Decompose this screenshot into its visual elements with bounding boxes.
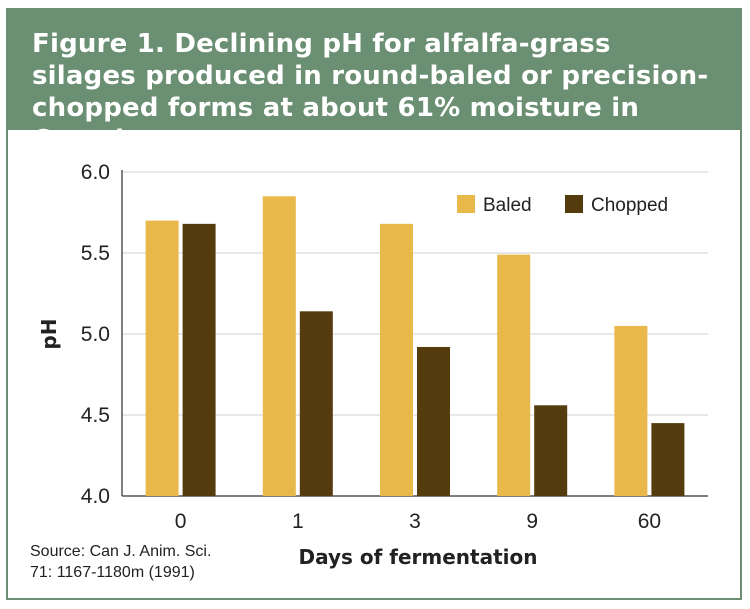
x-tick-label: 60 (638, 510, 661, 533)
y-tick-label: 5.0 (81, 323, 110, 346)
y-tick-label: 4.0 (81, 485, 110, 508)
figure-title: Figure 1. Declining pH for alfalfa-grass… (32, 29, 709, 155)
bar-baled-1 (262, 196, 296, 497)
bar-chopped-3 (417, 346, 450, 496)
bar-baled-9 (497, 254, 531, 496)
bar-baled-0 (145, 220, 179, 496)
x-axis-title: Days of fermentation (298, 545, 537, 569)
bar-baled-60 (614, 325, 648, 496)
x-tick-label: 0 (175, 510, 187, 533)
x-tick-label: 9 (526, 510, 538, 533)
bar-chopped-9 (534, 405, 568, 496)
legend-swatch-baled (457, 195, 475, 213)
bar-chopped-1 (299, 311, 333, 496)
legend-label-chopped: Chopped (591, 195, 668, 216)
y-tick-label: 5.5 (81, 242, 110, 265)
figure-frame: Figure 1. Declining pH for alfalfa-grass… (6, 8, 742, 600)
bar-baled-3 (380, 223, 413, 496)
bar-chopped-0 (182, 223, 216, 496)
legend-label-baled: Baled (483, 195, 532, 216)
source-line-2: 71: 1167-1180m (1991) (30, 564, 195, 581)
source-line-1: Source: Can J. Anim. Sci. (30, 543, 212, 560)
figure-header: Figure 1. Declining pH for alfalfa-grass… (8, 10, 740, 155)
x-tick-label: 1 (292, 510, 304, 533)
legend-swatch-chopped (565, 195, 583, 213)
y-tick-label: 6.0 (81, 161, 110, 184)
x-tick-label: 3 (409, 510, 421, 533)
source-citation: Source: Can J. Anim. Sci. 71: 1167-1180m… (30, 541, 260, 583)
y-axis-title: pH (37, 318, 61, 349)
y-tick-label: 4.5 (81, 404, 110, 427)
bar-chopped-60 (651, 423, 685, 496)
